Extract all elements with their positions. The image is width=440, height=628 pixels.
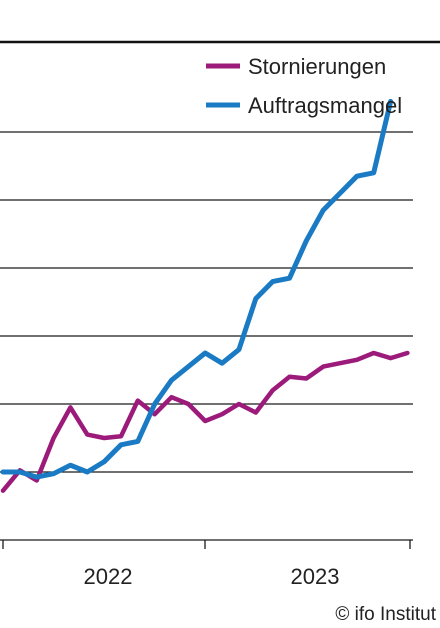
x-tick-label-2023: 2023	[291, 564, 340, 589]
legend: Stornierungen Auftragsmangel	[206, 54, 402, 118]
series-lines	[0, 98, 410, 493]
legend-label-auftragsmangel: Auftragsmangel	[248, 93, 402, 118]
source-credit: © ifo Institut	[335, 604, 436, 625]
x-axis: 2022 2023	[0, 539, 413, 589]
gridlines	[0, 131, 413, 473]
series-line-auftragsmangel	[0, 98, 394, 480]
x-tick-label-2022: 2022	[84, 564, 133, 589]
series-line-stornierungen	[0, 350, 410, 493]
legend-label-stornierungen: Stornierungen	[248, 54, 386, 79]
